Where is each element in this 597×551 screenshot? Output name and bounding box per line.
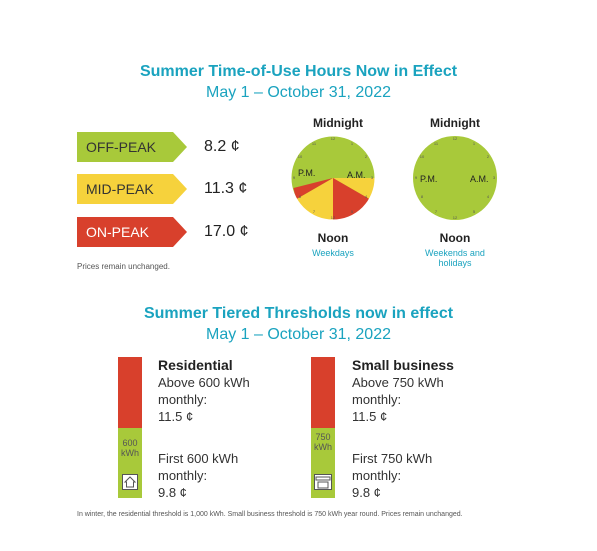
tou-title: Summer Time-of-Use Hours Now in Effect [139,63,458,80]
prices-note: Prices remain unchanged. [77,262,170,271]
svg-text:12: 12 [453,215,458,220]
house-icon [122,474,138,490]
svg-text:5: 5 [473,209,476,214]
svg-text:3: 3 [493,175,496,180]
mid-peak-label: MID-PEAK [86,181,154,197]
svg-text:10: 10 [298,154,303,159]
business-first: First 750 kWh monthly: 9.8 ¢ [352,451,433,500]
residential-heading: Residential [158,357,233,373]
business-bar-threshold: 750 kWh [314,432,332,452]
clock-weekday-caption: Weekdays [312,248,354,258]
svg-text:2: 2 [487,154,490,159]
svg-text:9: 9 [293,175,296,180]
weekday-am: A.M. [347,170,366,180]
business-above: Above 750 kWh monthly: 11.5 ¢ [352,375,444,424]
business-bar-upper [311,357,335,428]
svg-text:12: 12 [453,136,458,141]
residential-above: Above 600 kWh monthly: 11.5 ¢ [158,375,250,424]
svg-text:7: 7 [313,209,316,214]
clock-weekday-bottom: Noon [317,231,349,245]
svg-text:12: 12 [331,215,336,220]
svg-text:11: 11 [434,141,439,146]
on-peak-price: 17.0 ¢ [204,223,249,240]
residential-bar-threshold: 600 kWh [121,438,139,458]
off-peak-price: 8.2 ¢ [204,138,240,155]
svg-text:8: 8 [299,194,302,199]
off-peak-row: OFF-PEAK [77,132,187,167]
svg-text:9: 9 [415,175,418,180]
svg-text:5: 5 [351,209,354,214]
clock-weekend-top: Midnight [430,116,480,130]
svg-text:10: 10 [420,154,425,159]
weekend-pm: P.M. [420,174,438,184]
tiers-title: Summer Tiered Thresholds now in effect [143,305,454,322]
svg-text:4: 4 [365,194,368,199]
clock-weekday-top: Midnight [313,116,363,130]
business-heading: Small business [352,357,454,373]
residential-bar-upper [118,357,142,428]
on-peak-arrow [77,217,187,247]
on-peak-label: ON-PEAK [86,224,150,240]
mid-peak-row: MID-PEAK [77,174,187,209]
residential-first: First 600 kWh monthly: 9.8 ¢ [158,451,239,500]
on-peak-row: ON-PEAK [77,217,187,252]
clock-weekend-caption: Weekends and holidays [425,248,485,268]
clock-weekend-bottom: Noon [439,231,471,245]
svg-text:11: 11 [312,141,317,146]
storefront-icon [314,474,332,490]
svg-text:8: 8 [421,194,424,199]
weekday-pm: P.M. [298,168,316,178]
off-peak-arrow [77,132,187,162]
tiers-subtitle: May 1 – October 31, 2022 [206,326,391,343]
svg-text:7: 7 [435,209,438,214]
weekend-am: A.M. [470,174,489,184]
svg-text:3: 3 [371,175,374,180]
mid-peak-price: 11.3 ¢ [204,180,248,197]
off-peak-label: OFF-PEAK [86,139,157,155]
svg-text:1: 1 [473,141,476,146]
tou-subtitle: May 1 – October 31, 2022 [206,84,391,101]
mid-peak-arrow [77,174,187,204]
footnote: In winter, the residential threshold is … [77,511,463,518]
svg-text:4: 4 [487,194,490,199]
svg-text:2: 2 [365,154,368,159]
svg-text:12: 12 [331,136,336,141]
svg-text:1: 1 [351,141,354,146]
